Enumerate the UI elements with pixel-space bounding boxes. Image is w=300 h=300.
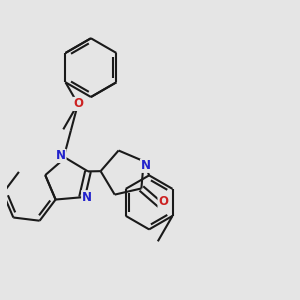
Text: N: N [140, 159, 151, 172]
Text: N: N [82, 191, 92, 204]
Text: O: O [158, 195, 168, 208]
Text: N: N [56, 149, 66, 162]
Text: O: O [73, 98, 83, 110]
